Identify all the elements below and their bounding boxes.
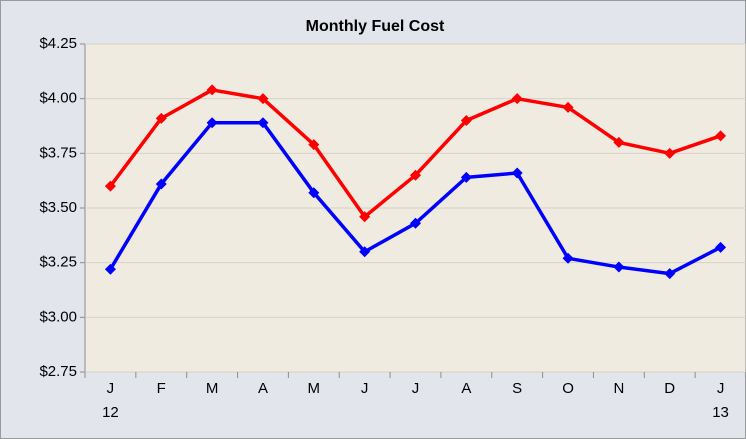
data-marker <box>410 217 421 229</box>
data-marker <box>664 268 676 280</box>
data-marker <box>206 84 218 96</box>
x-tick-label: D <box>664 380 675 397</box>
data-marker <box>155 178 167 190</box>
data-marker <box>104 263 116 275</box>
x-tick-label: A <box>258 380 268 397</box>
data-marker <box>155 112 167 124</box>
data-marker <box>104 180 116 192</box>
x-tick-label: J <box>361 380 369 397</box>
y-tick-label: $4.00 <box>39 90 77 107</box>
x-tick-label: F <box>157 380 166 397</box>
x-tick-label: O <box>562 380 574 397</box>
x-tick-label: J <box>107 380 115 397</box>
data-marker <box>562 101 574 113</box>
data-marker <box>613 136 625 148</box>
x-tick-label: 13 <box>712 404 729 421</box>
data-marker <box>410 169 421 181</box>
x-tick-label: M <box>206 380 219 397</box>
x-tick-label: 12 <box>102 404 119 421</box>
y-tick-label: $3.00 <box>39 308 77 325</box>
y-tick-label: $3.75 <box>39 144 77 161</box>
y-tick-label: $3.50 <box>39 199 77 216</box>
data-marker <box>511 93 523 105</box>
x-tick-label: M <box>308 380 321 397</box>
x-tick-label: J <box>412 380 420 397</box>
data-marker <box>257 93 269 105</box>
data-marker <box>664 147 676 159</box>
data-marker <box>562 252 574 264</box>
data-marker <box>359 246 371 258</box>
data-marker <box>460 115 472 127</box>
chart-title: Monthly Fuel Cost <box>306 18 445 35</box>
x-tick-label: N <box>613 380 624 397</box>
x-tick-label: A <box>461 380 471 397</box>
data-marker <box>511 167 523 179</box>
data-marker <box>308 139 320 151</box>
data-marker <box>460 171 472 183</box>
data-marker <box>257 117 269 129</box>
y-tick-label: $3.25 <box>39 254 77 271</box>
data-marker <box>613 261 625 273</box>
data-marker <box>715 130 727 142</box>
y-tick-label: $4.25 <box>39 35 77 52</box>
data-marker <box>359 211 371 223</box>
x-tick-label: S <box>512 380 522 397</box>
y-tick-label: $2.75 <box>39 363 77 380</box>
x-tick-label: J <box>717 380 725 397</box>
data-marker <box>308 187 320 199</box>
data-marker <box>715 241 727 253</box>
data-marker <box>206 117 218 129</box>
